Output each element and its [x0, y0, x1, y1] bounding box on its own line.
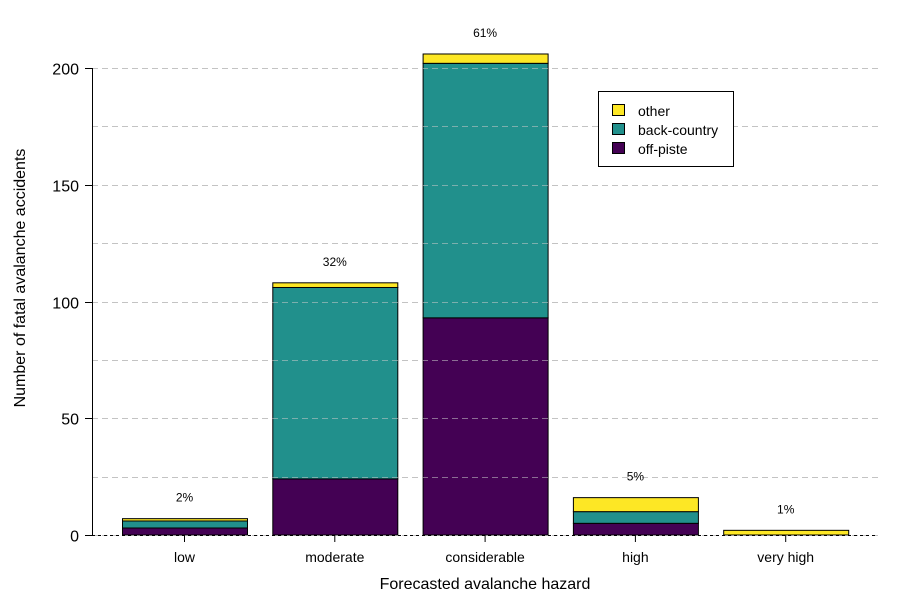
percent-label: 5%: [627, 470, 645, 484]
x-tick-label: high: [622, 549, 648, 565]
legend-label: other: [638, 103, 670, 119]
bar-back-country-high: [572, 511, 699, 524]
bar-off-piste-moderate: [272, 478, 399, 536]
legend: other back-country off-piste: [598, 91, 734, 167]
bar-other-high: [572, 497, 699, 513]
bar-other-moderate: [272, 282, 399, 288]
bar-off-piste-considerable: [422, 317, 549, 536]
percent-label: 1%: [777, 502, 795, 516]
legend-label: back-country: [638, 122, 718, 138]
x-axis-ticks: low moderate considerable high very high: [174, 535, 814, 565]
bar-off-piste-high: [572, 522, 699, 536]
y-tick-label: 150: [52, 179, 79, 196]
grid-lines-overlay: [92, 68, 878, 536]
bar-other-considerable: [422, 53, 549, 64]
legend-swatch-off-piste: [612, 142, 625, 154]
y-axis-ticks: 0 50 100 150 200: [52, 62, 92, 546]
bar-back-country-low: [122, 520, 248, 529]
bar-other-very-high: [723, 529, 850, 536]
y-tick-label: 100: [52, 296, 79, 313]
bars: [122, 53, 850, 536]
y-axis-title: Number of fatal avalanche accidents: [12, 149, 29, 408]
y-tick-label: 50: [61, 412, 79, 429]
x-axis-title: Forecasted avalanche hazard: [380, 576, 591, 593]
x-tick-label: moderate: [305, 549, 364, 565]
x-tick-label: low: [174, 549, 196, 565]
x-tick-label: very high: [757, 549, 814, 565]
legend-label: off-piste: [638, 141, 688, 157]
legend-swatch-other: [612, 104, 625, 116]
y-tick-label: 0: [70, 529, 79, 546]
bar-back-country-considerable: [422, 62, 549, 319]
bar-other-low: [122, 518, 248, 522]
percent-label: 61%: [473, 26, 497, 40]
x-tick-label: considerable: [445, 549, 525, 565]
bar-back-country-moderate: [272, 286, 399, 480]
percent-label: 32%: [323, 255, 347, 269]
percentage-annotations: 2% 32% 61% 5% 1%: [176, 26, 795, 516]
y-tick-label: 200: [52, 62, 79, 79]
legend-swatch-back-country: [612, 123, 625, 135]
bar-off-piste-low: [122, 527, 248, 536]
percent-label: 2%: [176, 491, 194, 505]
